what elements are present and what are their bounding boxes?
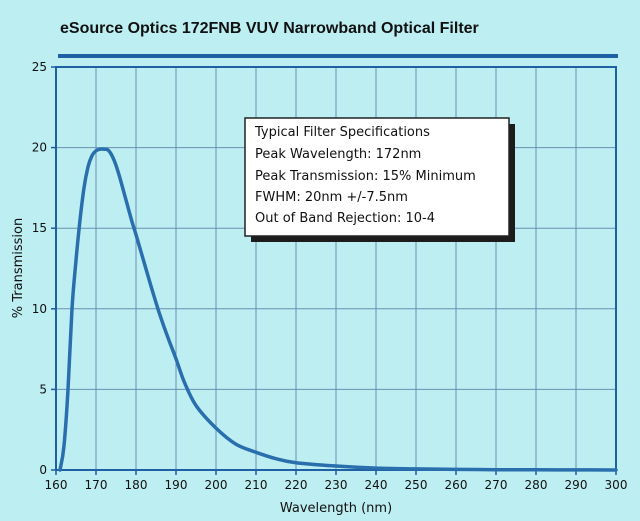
x-tick-label: 250 <box>405 478 428 492</box>
x-tick-label: 170 <box>85 478 108 492</box>
x-tick-label: 210 <box>245 478 268 492</box>
x-tick-label: 270 <box>485 478 508 492</box>
y-axis-label: % Transmission <box>11 218 26 318</box>
spec-line: Out of Band Rejection: 10-4 <box>255 211 435 226</box>
x-tick-label: 230 <box>325 478 348 492</box>
x-tick-label: 200 <box>205 478 228 492</box>
x-tick-label: 280 <box>525 478 548 492</box>
y-tick-label: 20 <box>32 141 47 155</box>
x-tick-label: 180 <box>125 478 148 492</box>
spec-box: Typical Filter Specifications Peak Wavel… <box>244 117 515 242</box>
x-tick-label: 220 <box>285 478 308 492</box>
spec-box-panel <box>244 117 510 237</box>
x-tick-label: 290 <box>565 478 588 492</box>
x-axis-label: Wavelength (nm) <box>280 501 392 516</box>
spec-line: FWHM: 20nm +/-7.5nm <box>255 190 408 205</box>
chart-title: eSource Optics 172FNB VUV Narrowband Opt… <box>60 20 479 37</box>
x-tick-label: 160 <box>45 478 68 492</box>
spec-line: Peak Wavelength: 172nm <box>255 147 421 162</box>
y-tick-label: 5 <box>39 382 47 396</box>
x-tick-label: 240 <box>365 478 388 492</box>
y-tick-label: 25 <box>32 60 47 74</box>
spec-heading: Typical Filter Specifications <box>254 125 430 140</box>
ticks: 160 170 180 190 200 210 220 230 240 250 260 270 280 2… <box>32 60 628 492</box>
y-tick-label: 10 <box>32 302 47 316</box>
x-tick-label: 300 <box>605 478 628 492</box>
spec-line: Peak Transmission: 15% Minimum <box>255 169 476 184</box>
x-tick-label: 260 <box>445 478 468 492</box>
transmission-curve <box>58 147 618 472</box>
y-tick-label: 15 <box>32 221 47 235</box>
x-tick-label: 190 <box>165 478 188 492</box>
y-tick-label: 0 <box>39 463 47 477</box>
